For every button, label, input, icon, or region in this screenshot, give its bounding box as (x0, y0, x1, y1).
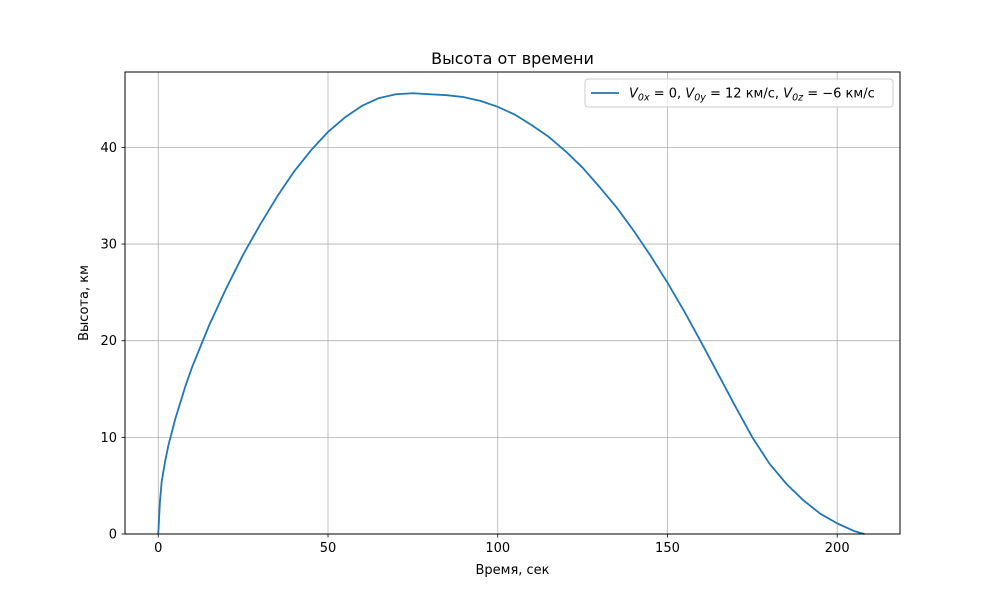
series-layer (157, 92, 865, 535)
axis-ticks: 0 50 100 150 200 0 10 20 30 40 (100, 141, 849, 556)
legend-box (584, 78, 894, 108)
y-tick-label: 10 (100, 431, 117, 446)
legend: V0x = 0, V0y = 12 км/с, V0z = −6 км/с (584, 78, 894, 108)
legend-label: V0x = 0, V0y = 12 км/с, V0z = −6 км/с (629, 87, 875, 104)
y-tick-label: 20 (100, 334, 117, 349)
series-line (157, 92, 865, 535)
y-tick-label: 40 (100, 141, 117, 156)
x-tick-label: 0 (154, 541, 162, 556)
x-tick-label: 200 (825, 541, 850, 556)
chart-title: Высота от времени (431, 49, 594, 68)
x-tick-label: 100 (485, 541, 510, 556)
y-tick-label: 0 (109, 528, 117, 543)
y-axis-label: Высота, км (77, 265, 92, 341)
grid (125, 72, 900, 535)
plot-area-frame (124, 71, 901, 535)
x-tick-label: 150 (655, 541, 680, 556)
y-tick-label: 30 (100, 238, 117, 253)
x-tick-label: 50 (320, 541, 337, 556)
x-axis-label: Время, сек (475, 563, 549, 578)
